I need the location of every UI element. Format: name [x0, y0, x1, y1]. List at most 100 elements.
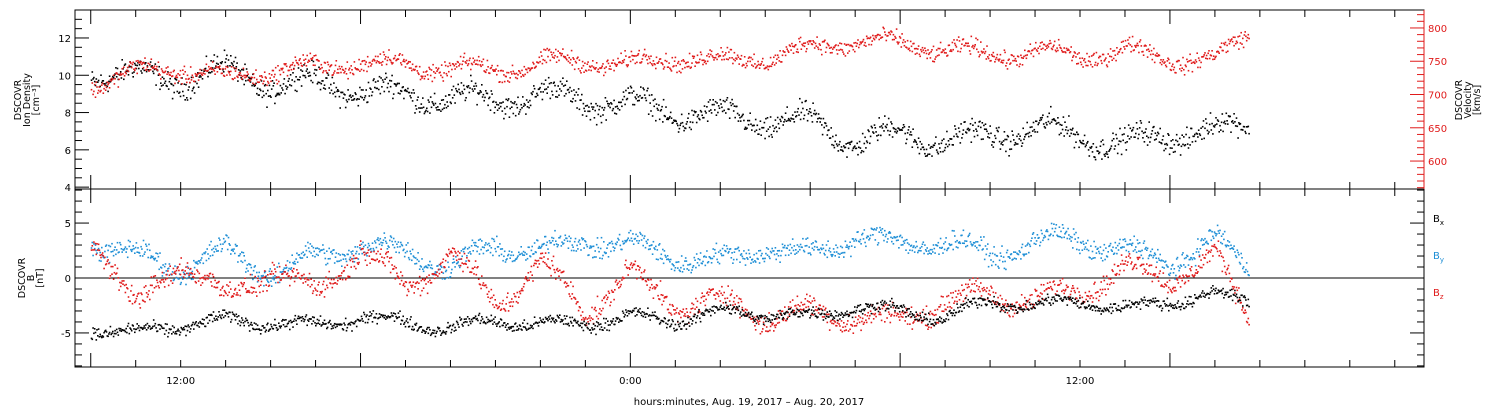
ion-density-point: [1147, 136, 1150, 139]
ion-density-point: [1194, 140, 1197, 143]
velocity-point: [641, 58, 644, 60]
ion-density-point: [1220, 129, 1222, 131]
by-point: [908, 243, 910, 246]
by-point: [1070, 240, 1072, 242]
by-point: [887, 232, 890, 234]
velocity-point: [256, 78, 258, 81]
by-point: [926, 247, 928, 249]
bz-point: [276, 276, 279, 279]
velocity-point: [514, 76, 517, 79]
ion-density-point: [1064, 129, 1067, 131]
ion-density-point: [641, 96, 644, 99]
by-point: [854, 246, 856, 248]
by-point: [1135, 246, 1137, 248]
ion-density-point: [849, 143, 851, 146]
velocity-point: [528, 67, 530, 70]
velocity-point: [861, 41, 863, 43]
velocity-point: [853, 42, 855, 44]
bz-point: [256, 295, 258, 297]
by-point: [992, 260, 995, 263]
velocity-point: [1029, 43, 1032, 45]
by-point: [266, 279, 268, 281]
velocity-point: [867, 37, 869, 39]
ion-density-point: [633, 103, 636, 106]
by-point: [758, 250, 760, 252]
ion-density-point: [969, 123, 972, 125]
velocity-point: [234, 70, 237, 72]
by-point: [1012, 258, 1014, 261]
velocity-point: [892, 33, 895, 36]
bz-point: [156, 279, 158, 281]
by-point: [337, 260, 339, 263]
by-point: [392, 237, 395, 240]
by-point: [597, 246, 600, 249]
velocity-point: [758, 63, 760, 66]
bz-point: [212, 276, 215, 278]
ion-density-point: [946, 145, 949, 148]
bz-point: [237, 284, 240, 286]
velocity-point: [621, 62, 623, 65]
by-point: [454, 266, 456, 268]
by-point: [269, 268, 271, 270]
by-point: [392, 244, 394, 246]
ion-density-point: [1035, 120, 1038, 123]
by-point: [920, 250, 922, 252]
velocity-point: [160, 68, 163, 70]
by-point: [630, 237, 633, 240]
by-point: [647, 248, 650, 251]
ion-density-point: [227, 59, 230, 61]
by-point: [1169, 272, 1172, 274]
bz-point: [177, 266, 179, 268]
by-point: [374, 240, 376, 242]
by-point: [546, 241, 548, 244]
bz-point: [317, 284, 319, 286]
bz-point: [150, 276, 153, 278]
ion-density-point: [935, 136, 937, 138]
ion-density-point: [152, 70, 154, 73]
by-point: [257, 275, 260, 277]
velocity-point: [488, 72, 491, 75]
by-point: [263, 284, 265, 287]
by-point: [1049, 234, 1051, 237]
velocity-point: [389, 58, 391, 61]
by-point: [368, 244, 371, 247]
ion-density-point: [410, 96, 412, 99]
ion-density-point: [547, 86, 549, 88]
ion-density-point: [368, 95, 371, 97]
ion-density-point: [933, 144, 936, 147]
by-point: [307, 247, 310, 249]
ion-density-point: [862, 150, 865, 153]
ion-density-point: [730, 104, 733, 107]
ion-density-point: [687, 117, 689, 119]
bz-point: [240, 281, 242, 284]
velocity-point: [507, 80, 509, 82]
by-point: [700, 262, 703, 264]
by-point: [595, 243, 598, 246]
by-point: [191, 270, 194, 273]
ion-density-point: [527, 101, 530, 103]
velocity-point: [756, 64, 759, 67]
ion-density-point: [494, 106, 496, 109]
ion-density-point: [1169, 147, 1172, 149]
ion-density-point: [470, 80, 473, 82]
velocity-point: [119, 72, 122, 75]
velocity-point: [578, 59, 581, 61]
velocity-point: [1186, 61, 1189, 63]
by-point: [854, 238, 857, 241]
velocity-point: [123, 66, 125, 68]
velocity-point: [248, 79, 250, 81]
velocity-point: [1002, 59, 1005, 62]
bz-point: [113, 271, 116, 274]
ion-density-point: [1210, 129, 1213, 131]
ion-density-point: [918, 152, 921, 155]
velocity-point: [835, 44, 837, 46]
ion-density-point: [1105, 151, 1108, 153]
velocity-point: [532, 61, 534, 64]
velocity-point: [415, 65, 418, 68]
ion-density-point: [389, 85, 392, 88]
ion-density-point: [1033, 128, 1036, 131]
by-point: [1238, 261, 1241, 264]
velocity-point: [246, 71, 249, 73]
velocity-point: [597, 68, 600, 71]
bz-point: [355, 267, 357, 270]
